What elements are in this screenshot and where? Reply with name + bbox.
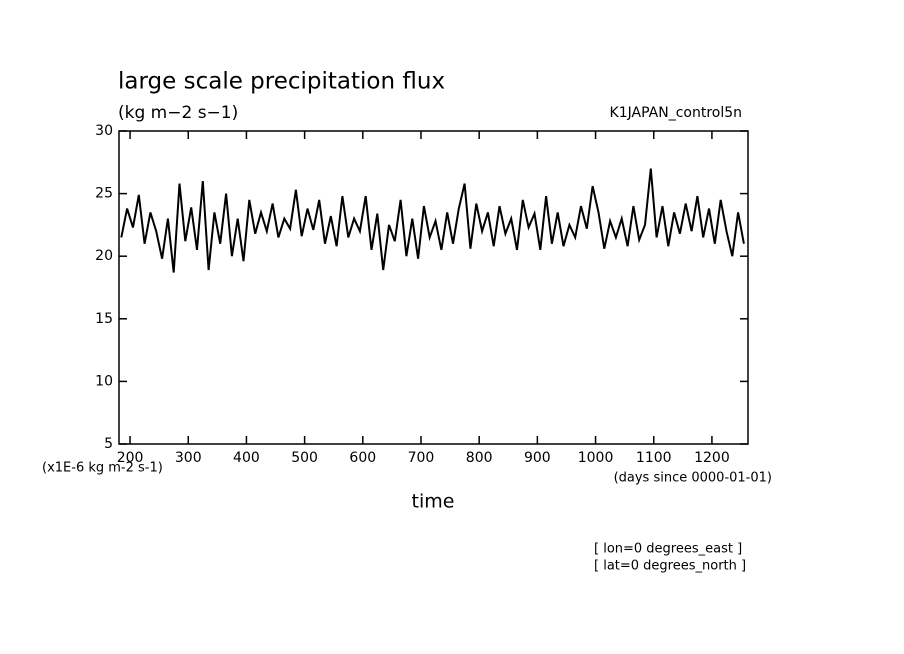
y-tick-label: 20 xyxy=(95,248,113,264)
x-tick-label: 300 xyxy=(175,450,202,466)
x-tick-label: 400 xyxy=(233,450,260,466)
y-tick-label: 5 xyxy=(104,436,113,452)
y-tick-label: 10 xyxy=(95,373,113,389)
x-tick-label: 1100 xyxy=(636,450,672,466)
y-tick-label: 15 xyxy=(95,311,113,327)
x-tick-label: 500 xyxy=(291,450,318,466)
note: [ lat=0 degrees_north ] xyxy=(594,559,746,574)
x-tick-label: 200 xyxy=(117,450,144,466)
x-tick-label: 700 xyxy=(408,450,435,466)
chart-subtitle: (kg m−2 s−1) xyxy=(118,103,238,123)
x-tick-label: 1200 xyxy=(694,450,730,466)
y-tick-label: 25 xyxy=(95,186,113,202)
x-tick-label: 1000 xyxy=(578,450,614,466)
data-line xyxy=(120,168,745,273)
y-tick-label: 30 xyxy=(95,123,113,139)
x-tick-label: 600 xyxy=(349,450,376,466)
note: [ lon=0 degrees_east ] xyxy=(594,542,742,557)
x-axis-units: (days since 0000-01-01) xyxy=(614,471,772,486)
y-axis-label: (x1E-6 kg m-2 s-1) xyxy=(42,461,163,476)
annotation: K1JAPAN_control5n xyxy=(610,105,742,121)
chart-title: large scale precipitation flux xyxy=(118,69,445,95)
x-axis-label: time xyxy=(412,491,455,513)
x-tick-label: 900 xyxy=(524,450,551,466)
x-tick-label: 800 xyxy=(466,450,493,466)
plot-frame xyxy=(118,130,749,445)
